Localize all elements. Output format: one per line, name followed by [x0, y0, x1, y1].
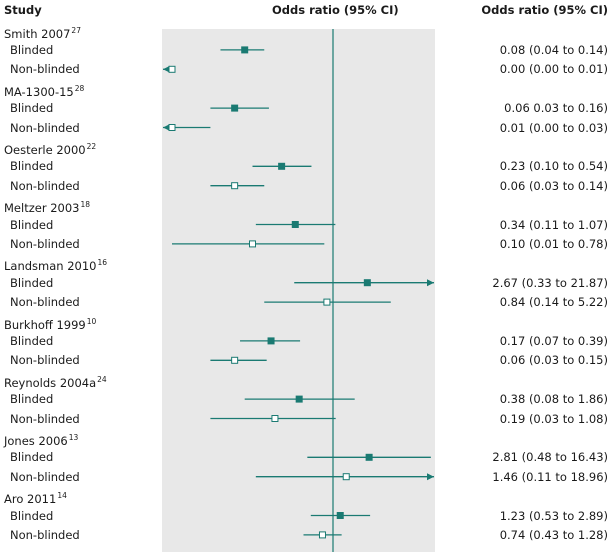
ci-value-text: 0.19 (0.03 to 1.08) [499, 411, 608, 426]
ci-value-text: 0.06 (0.03 to 0.15) [499, 353, 608, 368]
point-estimate-blinded [291, 221, 299, 228]
point-estimate-blinded [278, 162, 286, 170]
ci-value-text: 0.34 (0.11 to 1.07) [499, 217, 608, 232]
ci-value-text: 0.74 (0.43 to 1.28) [499, 527, 608, 542]
point-estimate-non-blinded [231, 182, 239, 190]
point-estimate-blinded [295, 395, 303, 403]
row-label-non-blinded: Non-blinded [10, 236, 80, 251]
study-name: Smith 200727 [4, 25, 81, 41]
study-name: Aro 201114 [4, 491, 67, 507]
point-estimate-blinded [336, 512, 344, 519]
row-label-non-blinded: Non-blinded [10, 295, 80, 310]
ci-value-text: 0.84 (0.14 to 5.22) [499, 295, 608, 310]
ci-value-text: 0.06 0.03 to 0.16) [504, 101, 608, 116]
point-estimate-blinded [365, 453, 373, 461]
point-estimate-blinded [241, 46, 249, 54]
point-estimate-blinded [363, 279, 371, 287]
study-reference: 13 [68, 432, 79, 442]
row-label-blinded: Blinded [10, 159, 54, 174]
study-name: Landsman 201016 [4, 258, 108, 274]
point-estimate-blinded [231, 104, 239, 112]
row-label-non-blinded: Non-blinded [10, 469, 80, 484]
ci-value-text: 0.06 (0.03 to 0.14) [499, 178, 608, 193]
ci-value-text: 2.81 (0.48 to 16.43) [492, 450, 608, 465]
ci-value-text: 1.23 (0.53 to 2.89) [499, 508, 608, 523]
study-name: Oesterle 200022 [4, 141, 97, 157]
row-label-blinded: Blinded [10, 392, 54, 407]
ci-clip-arrow [427, 279, 434, 287]
row-label-non-blinded: Non-blinded [10, 178, 80, 193]
study-reference: 22 [86, 141, 97, 151]
study-name: MA-1300-1528 [4, 83, 85, 99]
point-estimate-non-blinded [323, 298, 331, 306]
row-label-non-blinded: Non-blinded [10, 353, 80, 368]
point-estimate-non-blinded [271, 415, 279, 422]
study-name: Meltzer 200318 [4, 200, 91, 216]
point-estimate-non-blinded [342, 473, 350, 481]
ci-value-text: 2.67 (0.33 to 21.87) [492, 275, 608, 290]
ci-value-text: 0.23 (0.10 to 0.54) [499, 159, 608, 174]
forest-plot-panel [162, 29, 435, 552]
point-estimate-non-blinded [231, 356, 239, 364]
study-reference: 10 [86, 316, 97, 326]
study-name: Burkhoff 199910 [4, 316, 97, 332]
row-label-non-blinded: Non-blinded [10, 411, 80, 426]
ci-value-text: 0.00 (0.00 to 0.01) [499, 62, 608, 77]
point-estimate-blinded [267, 337, 275, 345]
ci-value-text: 0.01 (0.00 to 0.03) [499, 120, 608, 135]
row-label-blinded: Blinded [10, 508, 54, 523]
odds-ratio-ci-header: Odds ratio (95% CI) [481, 3, 608, 17]
study-column-header: Study [4, 3, 42, 17]
row-label-blinded: Blinded [10, 275, 54, 290]
ci-value-text: 1.46 (0.11 to 18.96) [492, 469, 608, 484]
ci-clip-arrow [427, 473, 434, 481]
row-label-blinded: Blinded [10, 42, 54, 57]
ci-value-text: 0.08 (0.04 to 0.14) [499, 42, 608, 57]
row-label-blinded: Blinded [10, 333, 54, 348]
row-label-blinded: Blinded [10, 217, 54, 232]
study-name: Jones 200613 [4, 432, 79, 448]
study-reference: 24 [97, 374, 107, 384]
point-estimate-non-blinded [168, 124, 176, 131]
study-name: Reynolds 2004a24 [4, 374, 107, 390]
row-label-non-blinded: Non-blinded [10, 62, 80, 77]
point-estimate-non-blinded [249, 240, 256, 248]
ci-value-text: 0.17 (0.07 to 0.39) [499, 333, 608, 348]
study-reference: 16 [97, 258, 108, 268]
point-estimate-non-blinded [318, 531, 326, 539]
study-reference: 14 [57, 491, 67, 501]
row-label-non-blinded: Non-blinded [10, 527, 80, 542]
row-label-blinded: Blinded [10, 450, 54, 465]
odds-ratio-plot-header: Odds ratio (95% CI) [272, 3, 399, 17]
point-estimate-non-blinded [168, 65, 176, 73]
study-reference: 18 [80, 200, 91, 210]
ci-value-text: 0.10 (0.01 to 0.78) [499, 236, 608, 251]
row-label-non-blinded: Non-blinded [10, 120, 80, 135]
ci-clip-arrow [163, 124, 170, 131]
study-reference: 27 [71, 25, 81, 35]
ci-value-text: 0.38 (0.08 to 1.86) [499, 392, 608, 407]
row-label-blinded: Blinded [10, 101, 54, 116]
study-reference: 28 [74, 83, 85, 93]
ci-clip-arrow [163, 65, 170, 73]
